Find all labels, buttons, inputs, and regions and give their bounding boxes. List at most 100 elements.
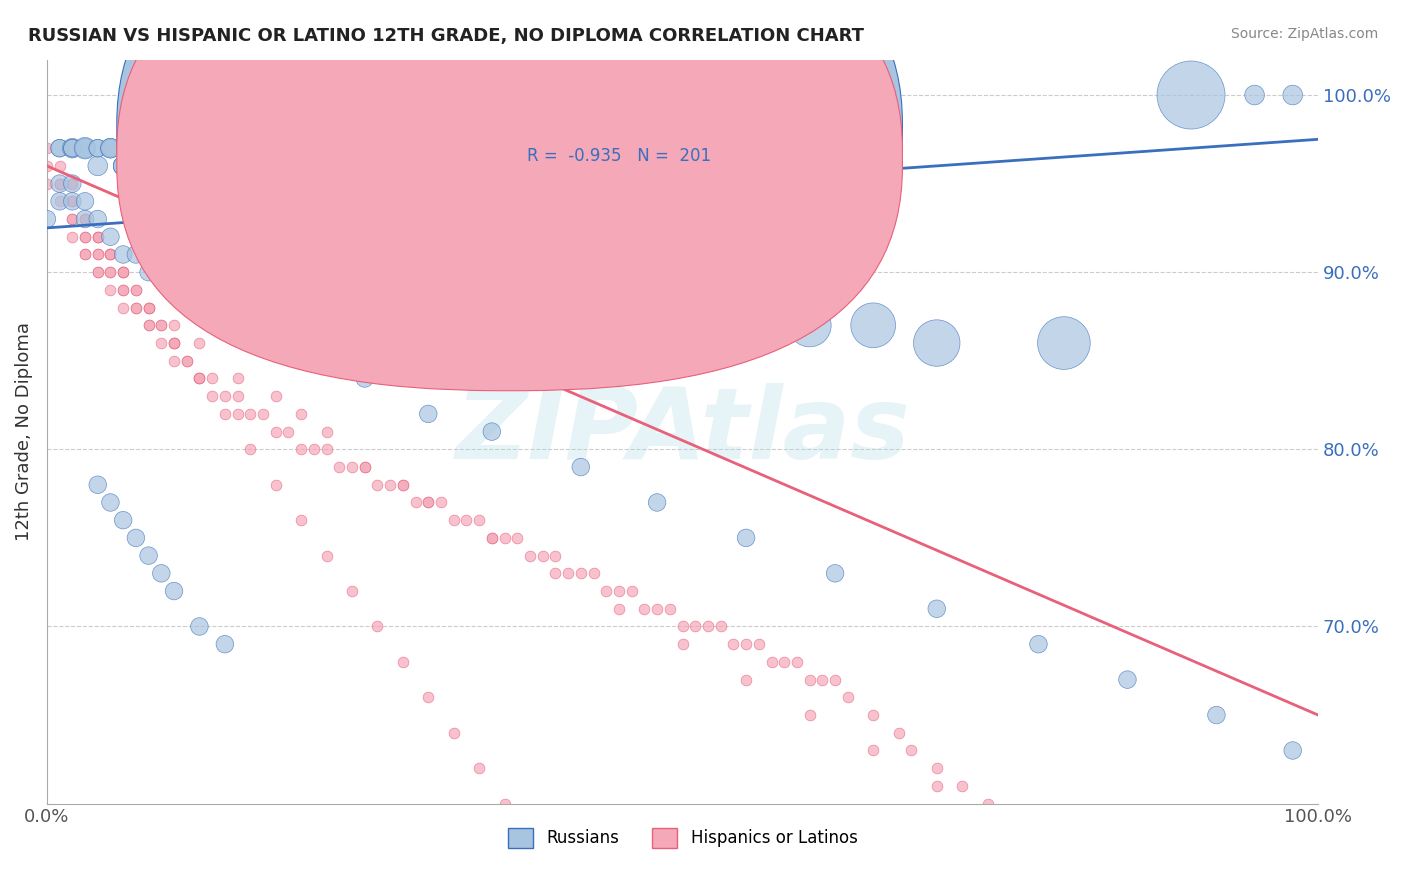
- Point: [418, 495, 440, 509]
- Point: [315, 247, 337, 261]
- Point: [87, 212, 110, 227]
- Point: [658, 601, 681, 615]
- Point: [100, 283, 122, 297]
- Point: [163, 283, 186, 297]
- Point: [290, 407, 312, 421]
- Point: [100, 247, 122, 261]
- Point: [544, 867, 567, 881]
- Point: [925, 761, 948, 775]
- Point: [188, 371, 211, 385]
- Point: [544, 283, 567, 297]
- Point: [988, 814, 1011, 829]
- Point: [481, 283, 503, 297]
- Point: [302, 442, 325, 457]
- Point: [544, 549, 567, 563]
- Point: [723, 637, 745, 651]
- Point: [748, 637, 770, 651]
- Point: [60, 212, 83, 227]
- Point: [163, 353, 186, 368]
- Point: [468, 513, 491, 527]
- Point: [239, 407, 262, 421]
- Point: [112, 283, 135, 297]
- Point: [48, 194, 70, 209]
- Point: [214, 389, 236, 403]
- Point: [48, 141, 70, 155]
- Point: [392, 477, 415, 491]
- Point: [112, 513, 135, 527]
- Point: [315, 425, 337, 439]
- Point: [73, 229, 96, 244]
- Point: [595, 584, 617, 599]
- Point: [1104, 885, 1126, 892]
- Point: [226, 212, 249, 227]
- Point: [163, 584, 186, 599]
- Point: [773, 301, 796, 315]
- Point: [150, 566, 173, 581]
- Point: [87, 247, 110, 261]
- Text: R =  0.137   N =  91: R = 0.137 N = 91: [527, 121, 695, 139]
- Point: [264, 425, 287, 439]
- Point: [786, 655, 808, 669]
- Legend: Russians, Hispanics or Latinos: Russians, Hispanics or Latinos: [501, 822, 865, 855]
- Point: [35, 212, 58, 227]
- Point: [799, 673, 821, 687]
- FancyBboxPatch shape: [117, 0, 903, 365]
- Point: [163, 177, 186, 191]
- Text: ZIPAtlas: ZIPAtlas: [456, 383, 910, 480]
- Point: [519, 283, 541, 297]
- Point: [125, 301, 148, 315]
- Point: [60, 141, 83, 155]
- Point: [773, 655, 796, 669]
- Point: [353, 371, 375, 385]
- Point: [188, 301, 211, 315]
- Point: [163, 336, 186, 351]
- Point: [226, 318, 249, 333]
- Point: [1205, 708, 1227, 723]
- Point: [481, 425, 503, 439]
- Point: [87, 229, 110, 244]
- Point: [60, 194, 83, 209]
- Point: [1281, 88, 1303, 103]
- Point: [925, 779, 948, 793]
- Point: [60, 141, 83, 155]
- Point: [100, 265, 122, 279]
- Point: [60, 229, 83, 244]
- Point: [150, 318, 173, 333]
- Point: [125, 283, 148, 297]
- Point: [163, 194, 186, 209]
- Point: [264, 477, 287, 491]
- Point: [112, 265, 135, 279]
- Point: [48, 177, 70, 191]
- Point: [531, 549, 554, 563]
- Point: [125, 283, 148, 297]
- Point: [1116, 885, 1139, 892]
- Point: [60, 177, 83, 191]
- Point: [1180, 88, 1202, 103]
- Point: [35, 159, 58, 173]
- Point: [607, 584, 630, 599]
- Point: [315, 549, 337, 563]
- Text: Source: ZipAtlas.com: Source: ZipAtlas.com: [1230, 27, 1378, 41]
- Point: [418, 690, 440, 705]
- Point: [252, 229, 274, 244]
- Point: [519, 832, 541, 847]
- Point: [73, 229, 96, 244]
- Point: [87, 265, 110, 279]
- Point: [456, 513, 478, 527]
- Point: [150, 265, 173, 279]
- Point: [392, 655, 415, 669]
- Point: [1028, 832, 1050, 847]
- Point: [418, 265, 440, 279]
- Point: [60, 212, 83, 227]
- Point: [569, 460, 592, 475]
- Point: [73, 247, 96, 261]
- Point: [87, 477, 110, 491]
- Point: [887, 725, 910, 739]
- Point: [188, 194, 211, 209]
- Point: [252, 407, 274, 421]
- Point: [735, 301, 758, 315]
- Point: [150, 318, 173, 333]
- Point: [73, 194, 96, 209]
- Point: [112, 247, 135, 261]
- Point: [201, 212, 224, 227]
